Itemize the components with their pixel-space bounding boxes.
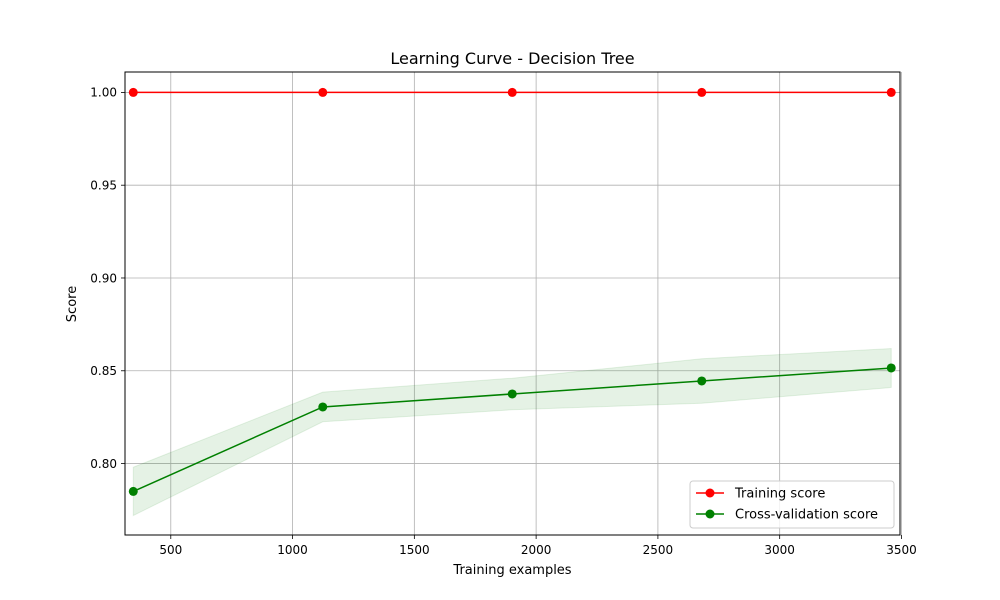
x-tick-label: 2000 — [521, 543, 552, 557]
data-point-training-score — [128, 87, 138, 97]
y-tick-label: 0.80 — [90, 457, 117, 471]
axis-ticks: 500 1000 1500 2000 2500 3000 3500 0.80 0.85 0.90 0… — [90, 86, 916, 557]
legend-marker-cross-validation — [705, 509, 715, 519]
x-tick-label: 1000 — [277, 543, 308, 557]
x-axis-label: Training examples — [452, 563, 571, 578]
legend-label-cross-validation: Cross-validation score — [735, 508, 878, 523]
y-tick-label: 0.90 — [90, 271, 117, 285]
data-point-training-score — [318, 87, 328, 97]
legend-marker-training — [705, 488, 715, 498]
x-tick-label: 2500 — [643, 543, 674, 557]
y-tick-label: 0.95 — [90, 178, 117, 192]
chart-title: Learning Curve - Decision Tree — [390, 49, 634, 68]
legend-box — [689, 480, 895, 529]
legend: Training score Cross-validation score — [689, 480, 895, 529]
x-tick-label: 500 — [159, 543, 182, 557]
data-point-cross-validation-score — [318, 402, 328, 412]
x-tick-label: 3500 — [886, 543, 917, 557]
data-point-training-score — [886, 87, 896, 97]
y-tick-label: 1.00 — [90, 86, 117, 100]
data-point-cross-validation-score — [128, 486, 138, 496]
plot-area-frame — [124, 71, 901, 536]
x-tick-label: 3000 — [764, 543, 795, 557]
series-lines — [128, 87, 896, 496]
legend-label-training: Training score — [734, 487, 825, 502]
x-tick-label: 1500 — [399, 543, 430, 557]
y-tick-label: 0.85 — [90, 364, 117, 378]
y-axis-label: Score — [65, 286, 80, 322]
data-point-cross-validation-score — [697, 376, 707, 386]
std-band-cross-validation-score — [132, 347, 892, 517]
data-point-training-score — [507, 87, 517, 97]
data-point-cross-validation-score — [507, 389, 517, 399]
data-point-cross-validation-score — [886, 363, 896, 373]
grid — [125, 72, 902, 535]
data-point-training-score — [697, 87, 707, 97]
